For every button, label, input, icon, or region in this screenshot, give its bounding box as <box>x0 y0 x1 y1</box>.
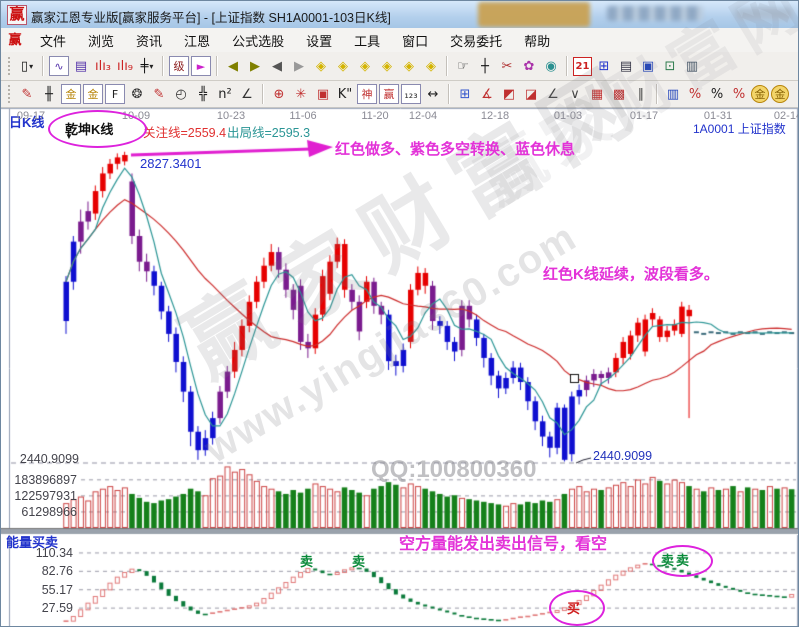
indicator-selector[interactable]: 乾坤K线 <box>65 122 114 137</box>
indicator-dropdown-icon[interactable]: ▼ <box>65 132 73 141</box>
